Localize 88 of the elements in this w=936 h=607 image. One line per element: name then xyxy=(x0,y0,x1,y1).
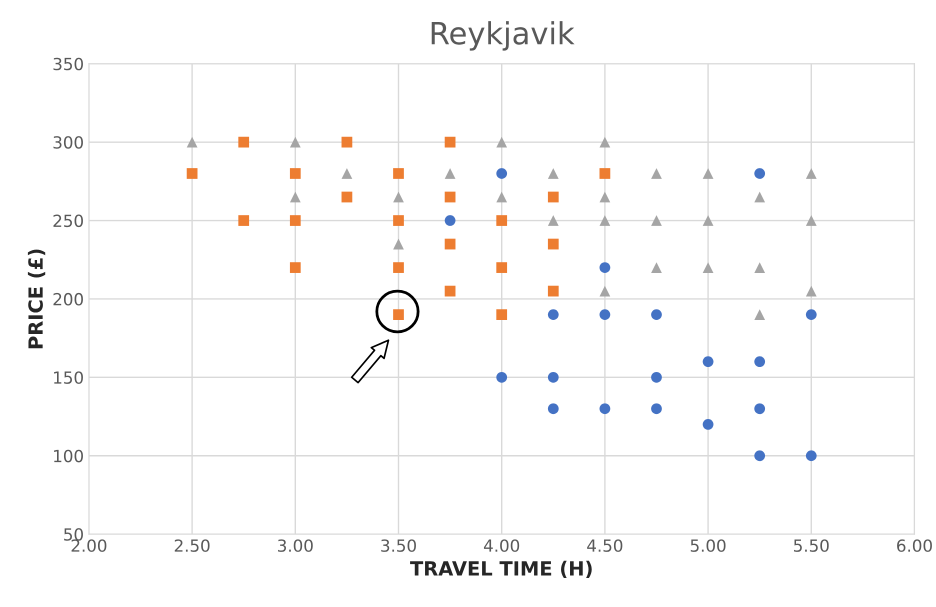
point xyxy=(496,309,508,320)
chart-title: Reykjavik xyxy=(432,21,575,51)
point xyxy=(444,215,456,226)
point xyxy=(238,215,250,226)
point xyxy=(444,286,456,296)
point xyxy=(754,356,766,368)
point xyxy=(496,168,508,179)
point xyxy=(600,309,610,320)
point xyxy=(548,309,559,320)
point xyxy=(393,238,404,250)
point xyxy=(342,168,352,179)
point xyxy=(548,403,559,414)
point xyxy=(806,286,817,296)
point xyxy=(393,262,404,273)
point xyxy=(651,215,662,226)
point xyxy=(600,168,610,179)
point xyxy=(754,262,766,273)
point xyxy=(496,192,508,202)
point xyxy=(651,168,662,179)
point xyxy=(342,192,352,202)
x-tick-label: 6.00 xyxy=(897,539,932,552)
y-tick-label: 350 xyxy=(54,58,83,70)
point xyxy=(393,168,404,179)
x-tick-label: 5.00 xyxy=(690,539,726,552)
point xyxy=(702,168,714,179)
x-tick-label: 5.50 xyxy=(794,539,829,552)
point xyxy=(651,262,662,273)
point xyxy=(600,192,610,202)
point xyxy=(702,356,714,368)
point xyxy=(186,168,198,179)
y-tick-label: 50 xyxy=(64,528,83,541)
point xyxy=(806,168,817,179)
x-tick-label: 4.00 xyxy=(484,539,520,552)
point xyxy=(548,215,559,226)
point xyxy=(754,450,766,462)
point xyxy=(548,192,559,202)
point xyxy=(600,403,610,414)
point xyxy=(548,168,559,179)
x-tick-label: 4.50 xyxy=(587,539,622,552)
x-tick-label: 3.50 xyxy=(381,539,416,552)
y-axis-title: PRICE (£) xyxy=(28,250,46,348)
x-tick-label: 2.00 xyxy=(72,539,106,552)
point xyxy=(600,136,610,148)
point xyxy=(342,136,352,148)
point xyxy=(444,168,456,179)
point xyxy=(651,403,662,414)
point xyxy=(651,372,662,383)
point xyxy=(496,262,508,273)
point xyxy=(238,136,250,148)
point xyxy=(444,238,456,250)
point xyxy=(806,215,817,226)
y-tick-label: 300 xyxy=(54,136,83,149)
point xyxy=(290,168,301,179)
point xyxy=(754,403,766,414)
point xyxy=(290,215,301,226)
point xyxy=(290,136,301,148)
point xyxy=(651,309,662,320)
point xyxy=(444,136,456,148)
point xyxy=(600,286,610,296)
y-tick-label: 150 xyxy=(54,371,83,384)
point xyxy=(548,372,559,383)
x-axis-title: TRAVEL TIME (H) xyxy=(410,560,592,578)
point xyxy=(393,192,404,202)
point xyxy=(444,192,456,202)
point xyxy=(702,419,714,430)
point xyxy=(290,262,301,273)
point xyxy=(393,215,404,226)
x-tick-label: 3.00 xyxy=(278,539,313,552)
point xyxy=(806,309,817,320)
point xyxy=(600,215,610,226)
point xyxy=(496,215,508,226)
point xyxy=(754,192,766,202)
point xyxy=(496,136,508,148)
x-tick-label: 2.50 xyxy=(174,539,210,552)
point xyxy=(600,262,610,273)
y-tick-label: 250 xyxy=(53,214,83,228)
point xyxy=(548,286,559,296)
point xyxy=(290,192,301,202)
point xyxy=(186,136,198,148)
point xyxy=(806,450,817,462)
y-tick-label: 100 xyxy=(54,450,83,462)
point xyxy=(496,372,508,383)
point xyxy=(754,168,766,179)
point xyxy=(548,238,559,250)
point xyxy=(702,215,714,226)
point xyxy=(702,262,714,273)
point xyxy=(754,309,766,320)
y-tick-label: 200 xyxy=(53,292,83,306)
